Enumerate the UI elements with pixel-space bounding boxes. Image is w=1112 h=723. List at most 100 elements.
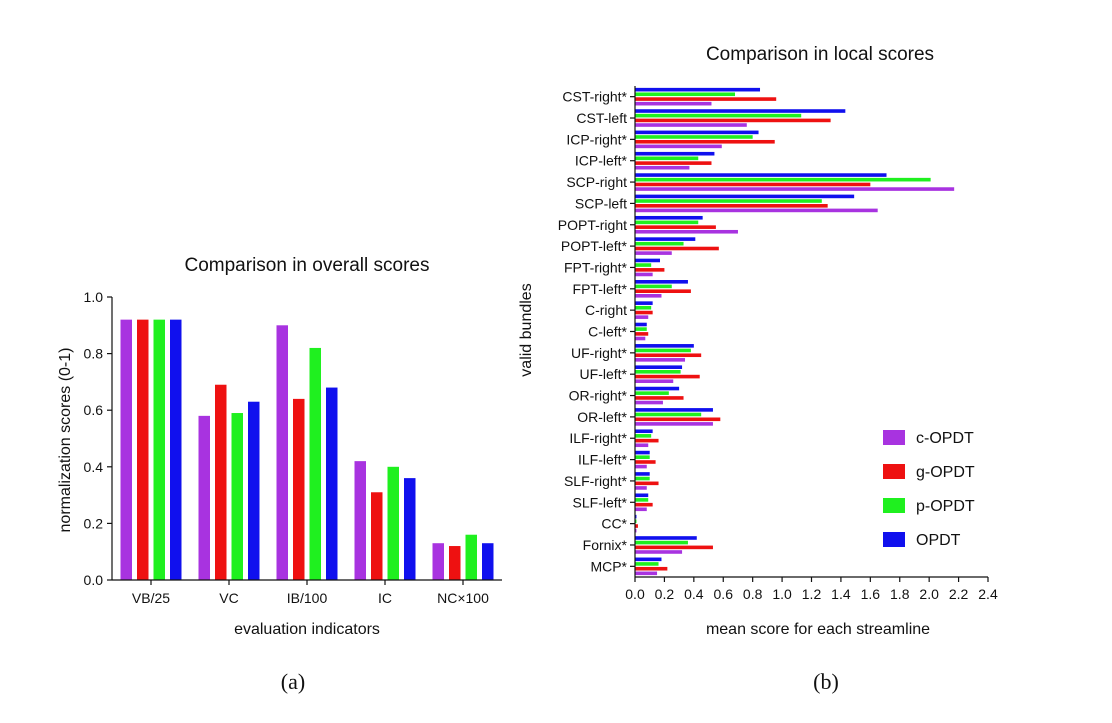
y-tick-label: 1.0 xyxy=(84,289,104,305)
x-tick-label: 2.2 xyxy=(949,586,969,602)
bar-g-OPDT-SLF-left* xyxy=(635,502,653,507)
bar-OPDT-FPT-left* xyxy=(635,280,688,284)
bar-p-OPDT-FPT-right* xyxy=(635,263,652,267)
y-tick-label: FPT-right* xyxy=(564,259,628,275)
bar-p-OPDT-POPT-left* xyxy=(635,241,684,246)
legend-label-c-OPDT: c-OPDT xyxy=(916,430,974,447)
bar-c-OPDT-OR-left* xyxy=(635,422,713,426)
bar-OPDT-SCP-left xyxy=(635,194,855,199)
bar-c-OPDT-ILF-right* xyxy=(635,443,649,448)
y-tick-label: 0.8 xyxy=(84,346,104,362)
bar-p-OPDT-SLF-right* xyxy=(635,476,650,481)
x-tick-label: VC xyxy=(219,590,238,606)
local-scores-chart: Comparison in local scores valid bundles… xyxy=(518,44,998,694)
bar-c-OPDT-SLF-left* xyxy=(635,507,647,512)
bar-g-OPDT-ILF-right* xyxy=(635,438,659,443)
bar-g-OPDT-ICP-left* xyxy=(635,161,712,165)
bar-p-OPDT-NC×100 xyxy=(465,534,477,580)
bar-OPDT-NC×100 xyxy=(482,543,494,580)
bar-g-OPDT-C-right xyxy=(635,310,653,315)
chart-b-y-label: valid bundles xyxy=(518,283,535,376)
bar-p-OPDT-C-left* xyxy=(635,327,647,331)
bar-p-OPDT-Fornix* xyxy=(635,540,688,545)
panel-label-a: (a) xyxy=(281,669,305,694)
bar-OPDT-OR-left* xyxy=(635,408,713,412)
legend-swatch-OPDT xyxy=(883,532,905,547)
y-tick-label: 0.0 xyxy=(84,572,104,588)
x-tick-label: 2.4 xyxy=(978,586,998,602)
bar-g-OPDT-ICP-right* xyxy=(635,139,775,144)
chart-a-axes: VB/25 VC IB/100 IC NC×100 0.0 0.2 0.4 0.6 0.8 1.0 xyxy=(84,289,502,606)
bar-OPDT-IC xyxy=(404,478,416,580)
bar-g-OPDT-FPT-right* xyxy=(635,268,665,272)
bar-g-OPDT-OR-left* xyxy=(635,417,721,422)
bar-c-OPDT-OR-right* xyxy=(635,400,663,405)
bar-c-OPDT-IC xyxy=(354,461,366,580)
y-tick-label: CST-left xyxy=(576,110,627,126)
chart-a-title: Comparison in overall scores xyxy=(185,255,430,276)
legend-swatch-c-OPDT xyxy=(883,430,905,445)
x-tick-label: IC xyxy=(378,590,392,606)
bar-p-OPDT-MCP* xyxy=(635,562,659,566)
y-tick-label: POPT-right xyxy=(558,217,627,233)
bar-OPDT-IB/100 xyxy=(326,387,338,580)
bar-c-OPDT-UF-right* xyxy=(635,358,686,362)
x-tick-label: NC×100 xyxy=(437,590,489,606)
bar-p-OPDT-SCP-right xyxy=(635,177,931,182)
bar-c-OPDT-SCP-left xyxy=(635,208,878,213)
x-tick-label: 1.4 xyxy=(831,586,851,602)
bar-OPDT-POPT-right xyxy=(635,215,703,220)
bar-p-OPDT-IC xyxy=(387,466,399,580)
x-tick-label: 1.6 xyxy=(861,586,881,602)
bar-c-OPDT-C-right xyxy=(635,315,649,319)
bar-p-OPDT-VB/25 xyxy=(153,319,165,580)
bar-OPDT-SCP-right xyxy=(635,173,887,177)
bar-c-OPDT-CST-right* xyxy=(635,101,712,106)
bar-p-OPDT-SCP-left xyxy=(635,199,822,203)
bar-p-OPDT-FPT-left* xyxy=(635,284,672,289)
chart-b-axes: CST-right* CST-left ICP-right* ICP-left* SCP… xyxy=(558,86,998,602)
bar-g-OPDT-VC xyxy=(215,384,227,580)
bar-OPDT-OR-right* xyxy=(635,386,680,391)
y-tick-label: CC* xyxy=(601,516,627,532)
x-tick-label: 0.6 xyxy=(714,586,734,602)
bar-g-OPDT-MCP* xyxy=(635,566,668,571)
bar-p-OPDT-VC xyxy=(231,413,243,580)
bar-OPDT-ICP-right* xyxy=(635,130,759,135)
bar-p-OPDT-SLF-left* xyxy=(635,498,649,502)
x-tick-label: VB/25 xyxy=(132,590,170,606)
bar-c-OPDT-POPT-left* xyxy=(635,251,672,255)
bar-c-OPDT-ICP-left* xyxy=(635,165,690,170)
bar-OPDT-SLF-left* xyxy=(635,493,649,498)
bar-p-OPDT-UF-right* xyxy=(635,348,691,353)
bar-p-OPDT-OR-left* xyxy=(635,412,702,417)
y-tick-label: 0.4 xyxy=(84,459,104,475)
bar-c-OPDT-Fornix* xyxy=(635,550,683,554)
bar-p-OPDT-CST-right* xyxy=(635,92,736,97)
legend-swatch-p-OPDT xyxy=(883,498,905,513)
bar-p-OPDT-CST-left xyxy=(635,113,802,118)
y-tick-label: SLF-right* xyxy=(564,473,628,489)
bar-g-OPDT-CC* xyxy=(635,524,638,528)
y-tick-label: 0.6 xyxy=(84,402,104,418)
y-tick-label: SCP-left xyxy=(575,195,627,211)
bar-OPDT-VB/25 xyxy=(170,319,182,580)
bar-c-OPDT-POPT-right xyxy=(635,229,738,234)
y-tick-label: ILF-right* xyxy=(569,430,627,446)
panel-label-b: (b) xyxy=(813,669,839,694)
bar-g-OPDT-FPT-left* xyxy=(635,289,691,294)
bar-c-OPDT-SLF-right* xyxy=(635,486,647,490)
y-tick-label: ICP-left* xyxy=(575,153,628,169)
chart-a-bars xyxy=(120,319,494,580)
legend-label-g-OPDT: g-OPDT xyxy=(916,464,975,481)
bar-g-OPDT-POPT-right xyxy=(635,225,716,229)
x-tick-label: 0.8 xyxy=(743,586,763,602)
bar-p-OPDT-UF-left* xyxy=(635,369,681,374)
bar-p-OPDT-ICP-left* xyxy=(635,156,699,161)
bar-g-OPDT-CST-right* xyxy=(635,97,777,101)
bar-c-OPDT-ICP-right* xyxy=(635,144,722,149)
x-tick-label: IB/100 xyxy=(287,590,328,606)
bar-g-OPDT-OR-right* xyxy=(635,396,684,400)
bar-c-OPDT-C-left* xyxy=(635,336,646,341)
